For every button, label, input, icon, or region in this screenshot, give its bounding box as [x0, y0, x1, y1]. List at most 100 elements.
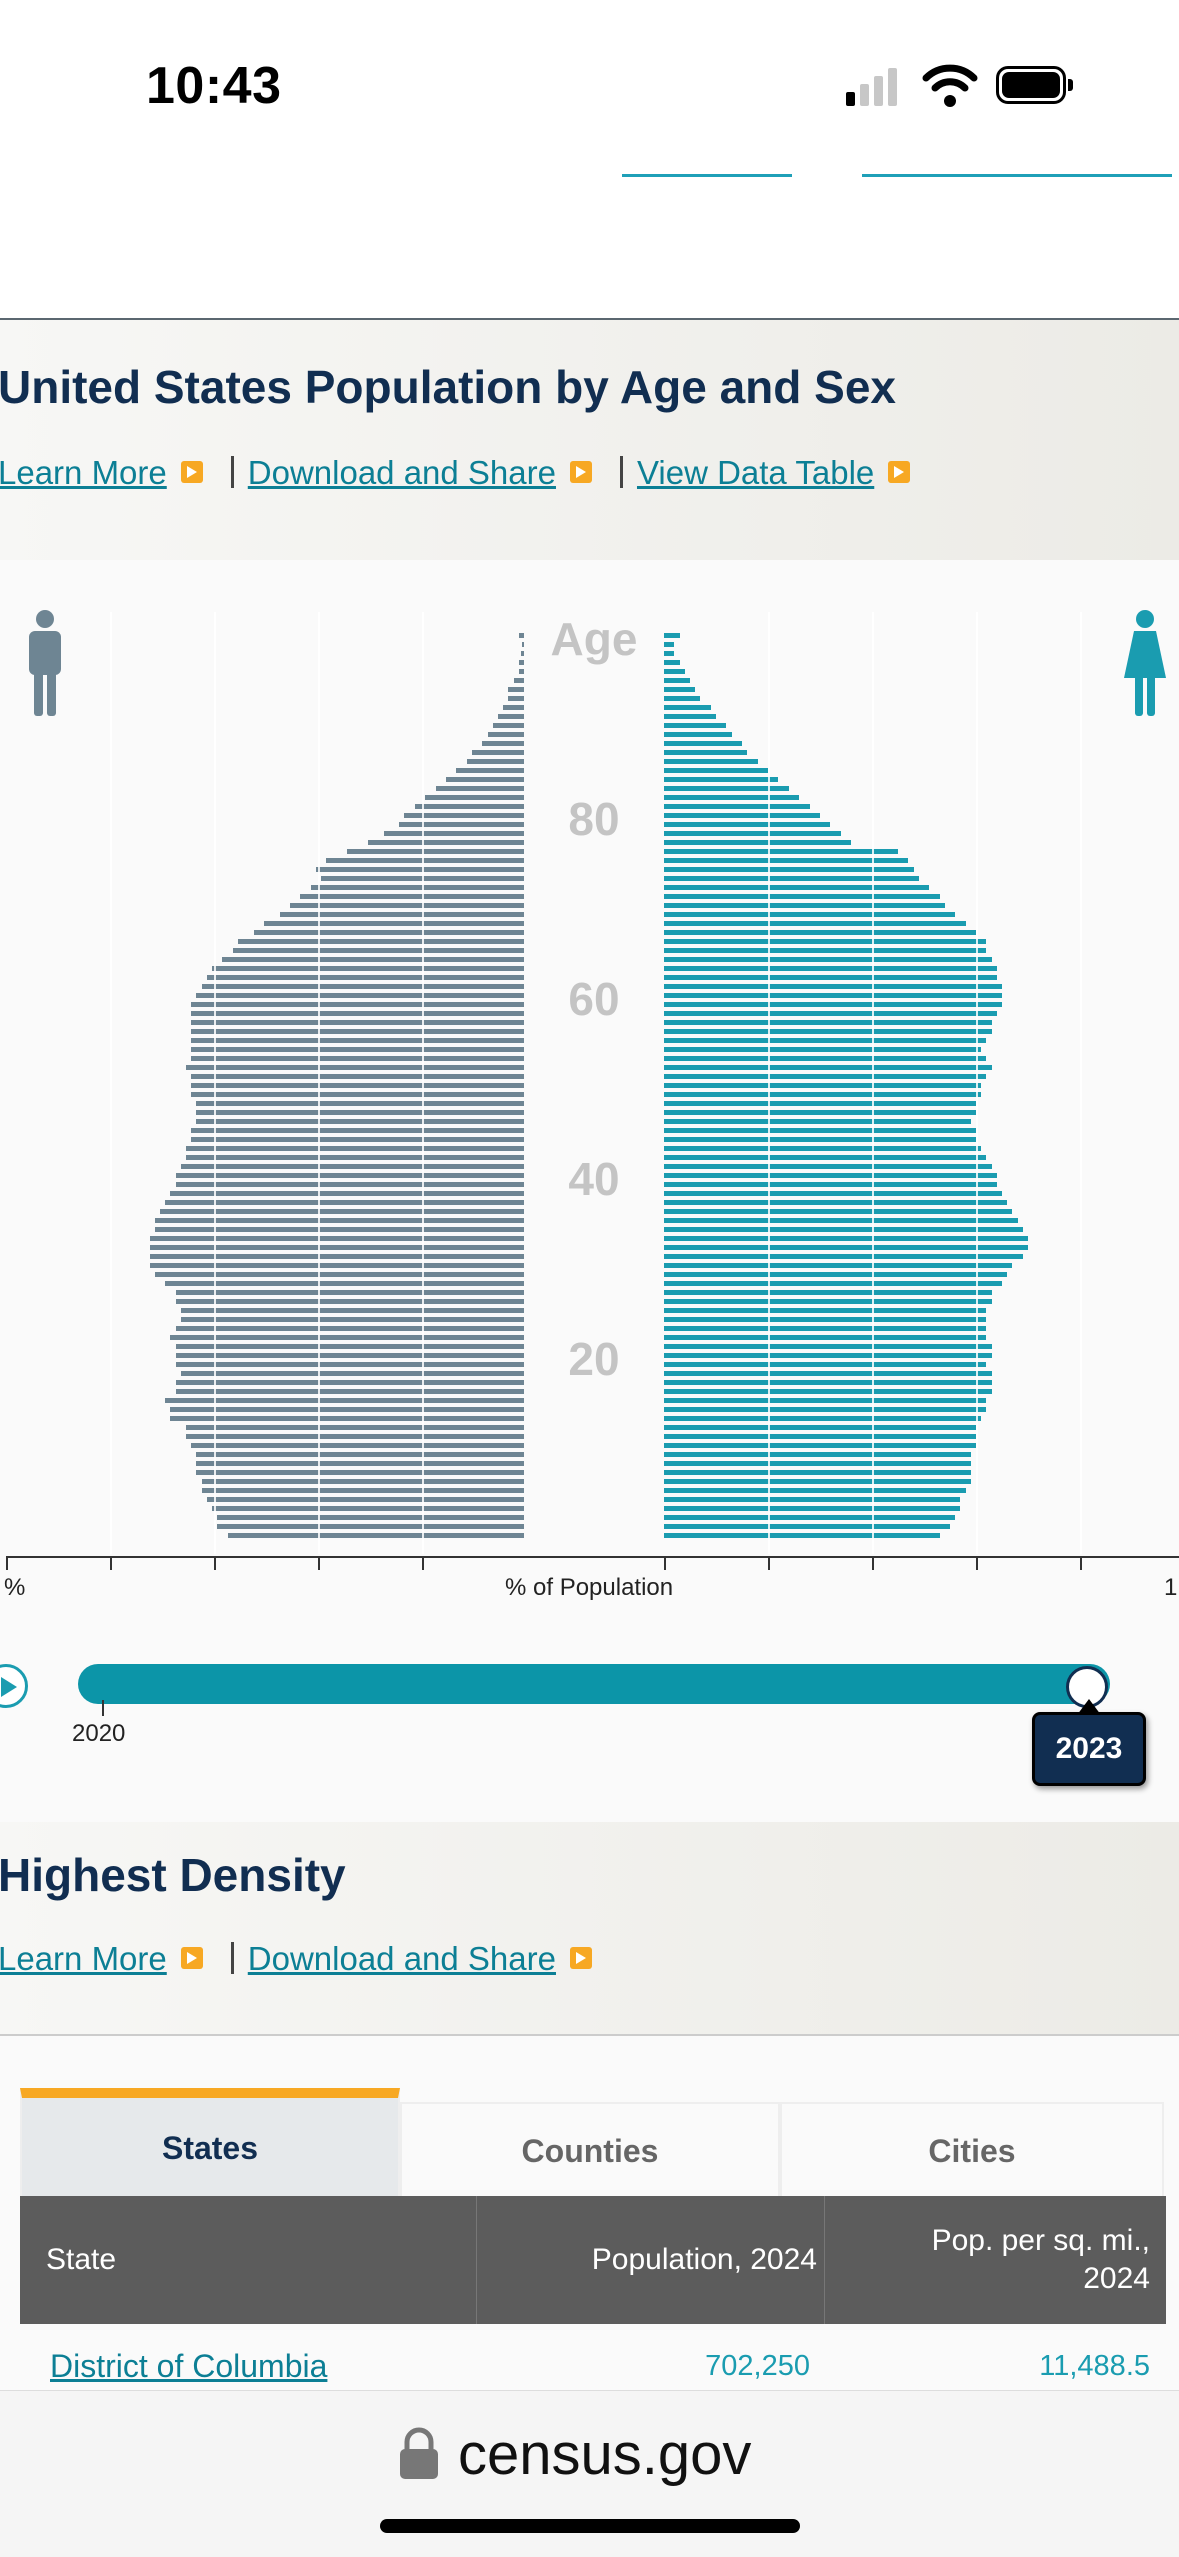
age-axis-header: Age [550, 613, 638, 665]
male-bar [435, 786, 524, 791]
female-bar [664, 1101, 976, 1106]
male-bar [508, 696, 524, 701]
download-share-link[interactable]: Download and Share [247, 454, 556, 491]
female-bar [664, 669, 685, 674]
state-link[interactable]: District of Columbia [50, 2348, 328, 2384]
male-bar [300, 894, 524, 899]
male-bar [186, 1434, 524, 1439]
male-bar [466, 759, 524, 764]
female-bar [664, 822, 831, 827]
female-bar [664, 732, 732, 737]
male-bar [487, 732, 524, 737]
female-bar [664, 921, 966, 926]
density-section-header: Highest Density Learn More Download and S… [0, 1822, 1179, 2036]
female-bar [664, 894, 940, 899]
male-bar [191, 1137, 524, 1142]
arrow-icon [180, 1947, 203, 1970]
female-bar [664, 705, 711, 710]
wifi-icon [922, 64, 978, 107]
male-bar [149, 1236, 524, 1241]
male-bar [404, 813, 524, 818]
signal-icon [846, 68, 902, 106]
male-bar [290, 903, 524, 908]
male-bar [170, 1407, 524, 1412]
male-bar [253, 930, 524, 935]
male-bar [264, 921, 524, 926]
female-bar [664, 633, 680, 638]
male-bar [175, 1182, 524, 1187]
female-bar [664, 1290, 992, 1295]
male-bar [175, 1380, 524, 1385]
density-download-share-link[interactable]: Download and Share [247, 1940, 556, 1977]
view-data-table-link[interactable]: View Data Table [636, 454, 875, 491]
female-bar [664, 1497, 961, 1502]
male-bar [154, 1227, 524, 1232]
male-bar [170, 1335, 524, 1340]
male-bar [160, 1209, 524, 1214]
female-bar [664, 1362, 987, 1367]
female-bar [664, 813, 820, 818]
male-bar [472, 750, 524, 755]
address-domain: census.gov [458, 2422, 752, 2487]
male-bar [175, 1326, 524, 1331]
female-bar [664, 1398, 987, 1403]
female-bar [664, 966, 997, 971]
female-bar [664, 1002, 1002, 1007]
male-bar [508, 687, 524, 692]
female-bar [664, 876, 919, 881]
density-learn-more-link[interactable]: Learn More [0, 1940, 167, 1977]
nav-underline [622, 174, 792, 177]
female-bar [664, 723, 727, 728]
population-cell: 702,250 [705, 2350, 810, 2382]
female-bar [664, 930, 976, 935]
female-bar [664, 1308, 987, 1313]
tab-counties[interactable]: Counties [400, 2102, 780, 2198]
arrow-icon [569, 1947, 592, 1970]
female-bar [664, 858, 909, 863]
female-bar [664, 1317, 987, 1322]
male-bar [149, 1245, 524, 1250]
male-bar [227, 1533, 524, 1538]
male-bar [196, 1101, 524, 1106]
browser-address-bar[interactable]: census.gov [0, 2390, 1179, 2557]
pyramid-title: United States Population by Age and Sex [0, 361, 896, 413]
male-bar [191, 1056, 524, 1061]
tab-cities[interactable]: Cities [780, 2102, 1164, 2198]
male-bar [154, 1218, 524, 1223]
grid-line [214, 612, 216, 1554]
male-bar [414, 804, 524, 809]
female-bar [664, 1047, 982, 1052]
male-bar [175, 1362, 524, 1367]
grid-line [1080, 612, 1082, 1554]
link-divider [230, 456, 234, 489]
female-bar [664, 1065, 992, 1070]
female-bar [664, 1236, 1028, 1241]
male-bar [186, 1155, 524, 1160]
x-axis-tick [110, 1556, 112, 1570]
x-axis-tick [976, 1556, 978, 1570]
male-bar [279, 912, 524, 917]
learn-more-link[interactable]: Learn More [0, 454, 167, 491]
female-bar [664, 1164, 992, 1169]
female-bar [664, 1524, 950, 1529]
x-axis-tick [318, 1556, 320, 1570]
male-bar [186, 1425, 524, 1430]
male-bar [238, 939, 524, 944]
female-bar [664, 1110, 976, 1115]
slider-start-tick [102, 1700, 104, 1716]
female-bar [664, 993, 1002, 998]
male-bar [175, 1299, 524, 1304]
female-bar [664, 1479, 971, 1484]
grid-line [768, 612, 770, 1554]
status-time: 10:43 [146, 57, 282, 115]
male-bar [196, 1119, 524, 1124]
male-bar [165, 1398, 524, 1403]
pyramid-section-header: United States Population by Age and Sex … [0, 320, 1179, 560]
year-slider-track[interactable] [78, 1664, 1110, 1704]
tab-states[interactable]: States [20, 2088, 400, 2206]
male-bar [222, 957, 524, 962]
age-tick-40: 40 [568, 1153, 620, 1205]
male-bar [217, 1515, 524, 1520]
density-cell: 11,488.5 [1039, 2350, 1150, 2382]
female-bar [664, 1425, 976, 1430]
